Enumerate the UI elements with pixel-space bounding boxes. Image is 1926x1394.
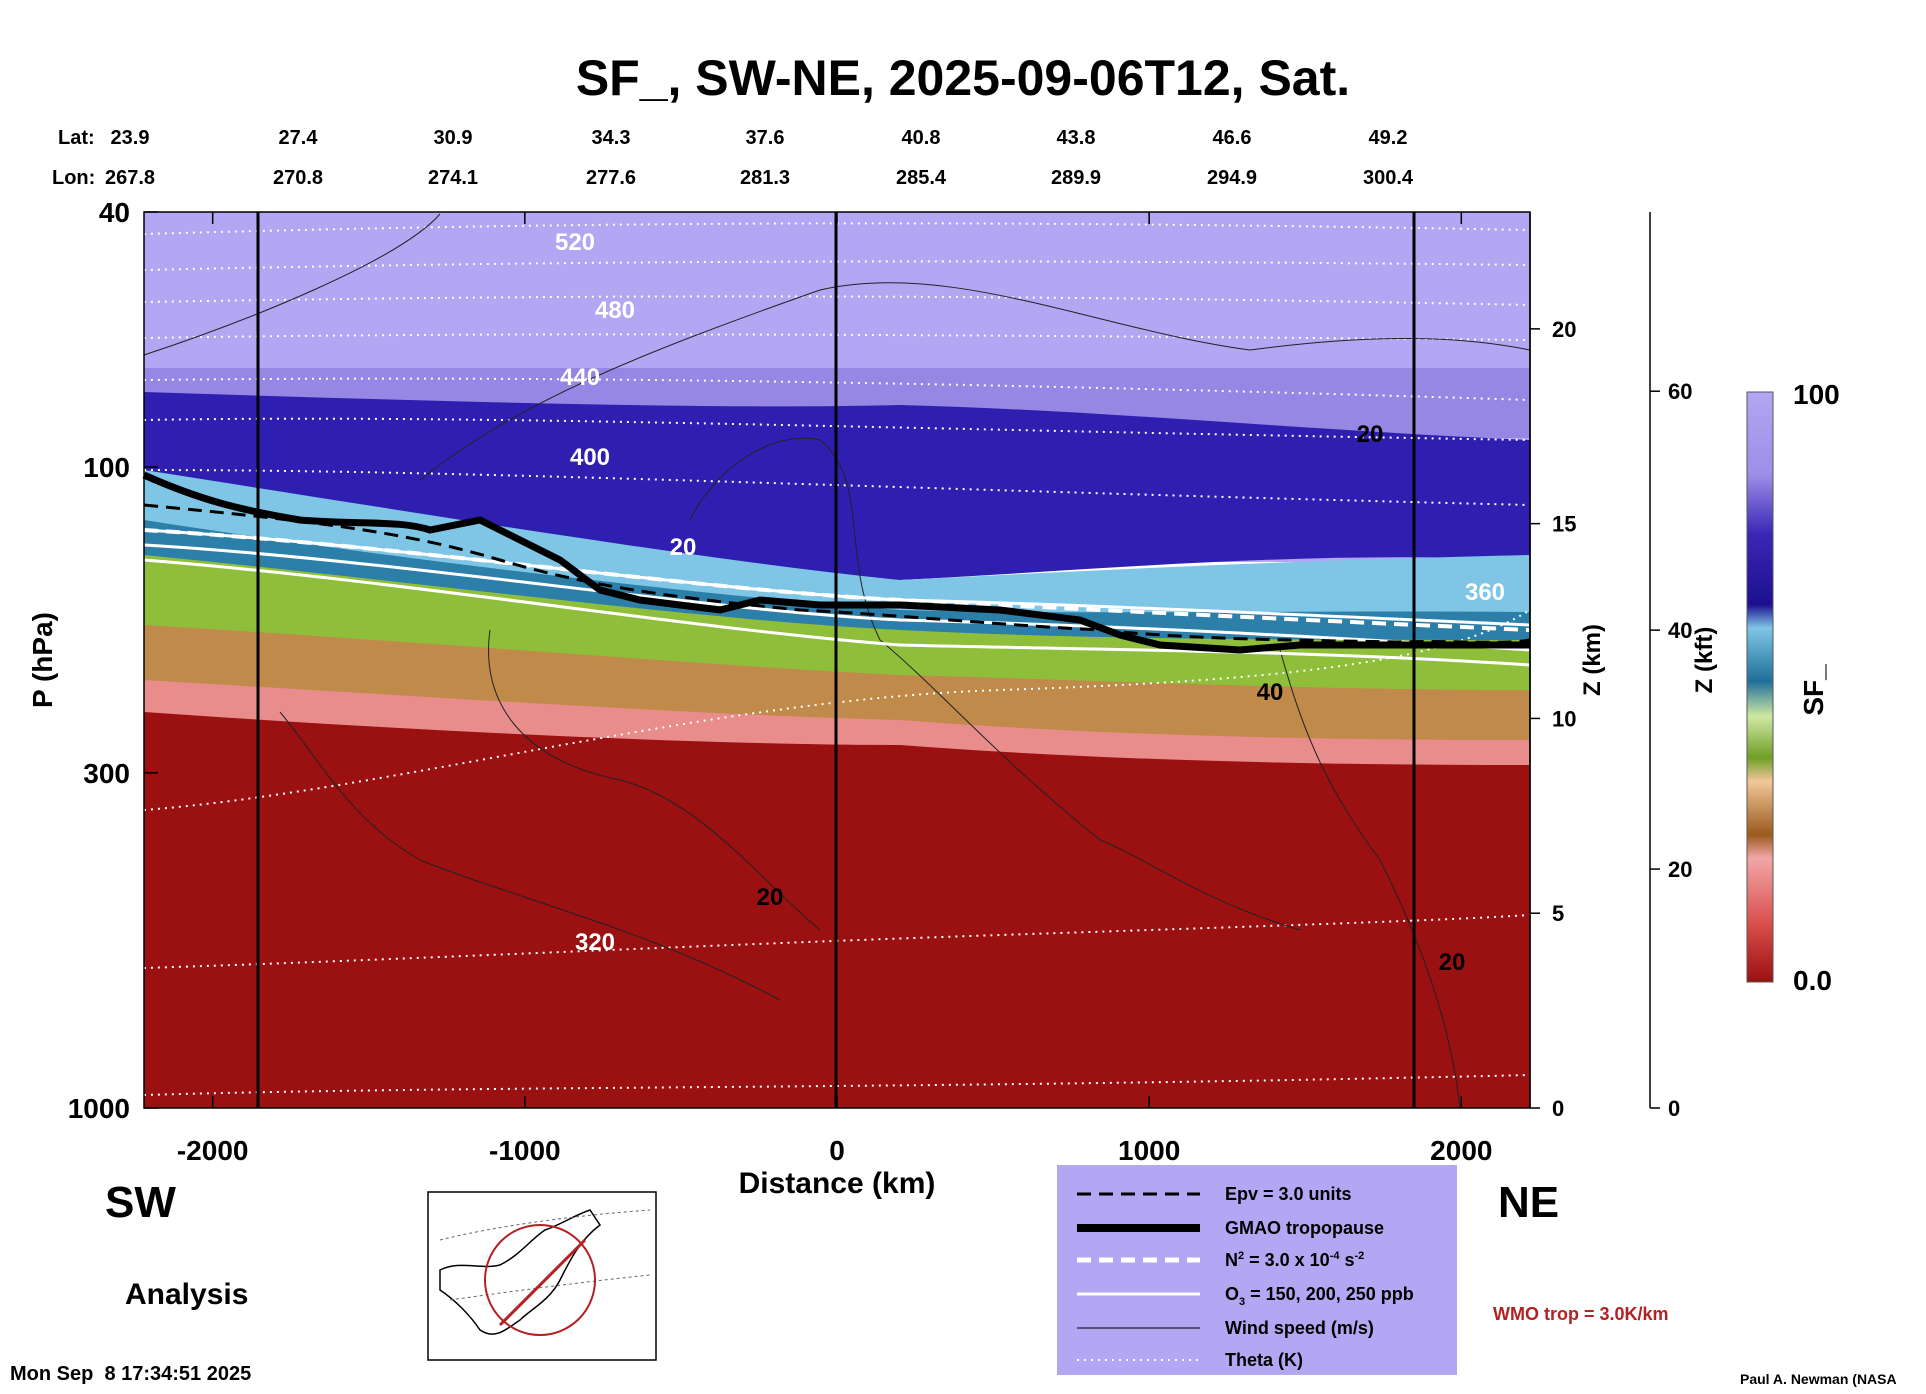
lat-value: 23.9 [111, 127, 150, 149]
legend: Epv = 3.0 units GMAO tropopause N2 = 3.0… [1057, 1165, 1457, 1375]
legend-label-theta: Theta (K) [1225, 1350, 1303, 1370]
lon-value: 274.1 [428, 167, 478, 189]
vertical-reference-lines [256, 212, 1416, 1108]
lon-value: 289.9 [1051, 167, 1101, 189]
theta-label-520: 520 [555, 229, 595, 256]
theta-label-320: 320 [575, 929, 615, 956]
lat-value: 43.8 [1057, 127, 1096, 149]
legend-label-wind: Wind speed (m/s) [1225, 1318, 1374, 1338]
z-km-title: Z (km) [1579, 624, 1606, 696]
wind-label-4: 20 [1439, 949, 1466, 976]
z-kft-tick-label: 20 [1668, 857, 1692, 882]
colorbar-min: 0.0 [1793, 965, 1832, 996]
z-kft-tick-label: 0 [1668, 1096, 1680, 1121]
credit: Paul A. Newman (NASA [1740, 1371, 1897, 1387]
lon-value: 277.6 [586, 167, 636, 189]
lat-value: 27.4 [279, 127, 319, 149]
theta-labels: 520 480 440 400 360 320 [555, 229, 1505, 956]
z-km-tick-label: 10 [1552, 706, 1576, 731]
x-tick-label: 1000 [1118, 1135, 1180, 1166]
inset-map-section-line [498, 1238, 587, 1327]
inset-map [427, 1191, 657, 1361]
wind-labels: 20 20 40 20 20 [670, 421, 1466, 976]
lat-value: 37.6 [746, 127, 785, 149]
lat-value: 49.2 [1369, 127, 1408, 149]
n2-contour [143, 528, 1531, 632]
z-km-tick-label: 0 [1552, 1096, 1564, 1121]
z-km-tick-label: 5 [1552, 901, 1564, 926]
timestamp: Mon Sep 8 17:34:51 2025 [10, 1363, 251, 1385]
lon-label: Lon: [52, 167, 95, 189]
region-sw: SW [105, 1178, 176, 1227]
lon-value: 294.9 [1207, 167, 1257, 189]
wind-label-2: 20 [757, 884, 784, 911]
y-axis-title: P (hPa) [27, 612, 58, 708]
z-km-tick-label: 20 [1552, 317, 1576, 342]
wmo-label: WMO trop = 3.0K/km [1493, 1304, 1669, 1324]
y-tick-label: 300 [83, 758, 130, 789]
chart-title: SF_, SW-NE, 2025-09-06T12, Sat. [576, 50, 1350, 106]
legend-label-epv: Epv = 3.0 units [1225, 1184, 1352, 1204]
legend-box [1057, 1165, 1457, 1375]
x-tick-label: 0 [829, 1135, 845, 1166]
theta-label-400: 400 [570, 444, 610, 471]
y-tick-label: 100 [83, 452, 130, 483]
lon-value: 281.3 [740, 167, 790, 189]
colorbar-title: SF_ [1798, 664, 1829, 716]
y-tick-label: 40 [99, 197, 130, 228]
z-kft-tick-label: 60 [1668, 379, 1692, 404]
x-axis-title: Distance (km) [739, 1167, 936, 1200]
lon-value: 285.4 [896, 167, 947, 189]
theta-contours [143, 222, 1531, 1096]
x-tick-label: -2000 [177, 1135, 249, 1166]
region-ne: NE [1498, 1178, 1559, 1227]
inset-map-gridline [439, 1209, 651, 1301]
lat-value: 40.8 [902, 127, 941, 149]
analysis-label: Analysis [125, 1278, 248, 1311]
x-tick-label: 2000 [1430, 1135, 1492, 1166]
theta-label-360: 360 [1465, 579, 1505, 606]
colorbar-gradient [1746, 391, 1774, 983]
lon-value: 267.8 [105, 167, 155, 189]
legend-label-n2: N2 = 3.0 x 10-4 s-2 [1225, 1250, 1364, 1270]
axes: -2000 -1000 0 1000 2000 40 100 300 1000 0 5 10 15 20 0… [68, 197, 1693, 1166]
x-tick-label: -1000 [489, 1135, 561, 1166]
lat-value: 46.6 [1213, 127, 1252, 149]
lon-value: 270.8 [273, 167, 323, 189]
lat-value: 30.9 [434, 127, 473, 149]
epv-contour [143, 503, 1531, 644]
z-kft-tick-label: 40 [1668, 618, 1692, 643]
lon-row: Lon: 267.8 270.8 274.1 277.6 281.3 285.4 289.9… [52, 167, 1414, 189]
y-tick-label: 1000 [68, 1093, 130, 1124]
inset-map-range-circle [484, 1224, 596, 1336]
lon-value: 300.4 [1363, 167, 1414, 189]
plot-area: 520 480 440 400 360 320 20 20 40 20 20 [142, 211, 1531, 1109]
theta-label-440: 440 [560, 364, 600, 391]
colorbar: 100 0.0 SF_ [1746, 379, 1840, 996]
lat-value: 34.3 [592, 127, 631, 149]
legend-label-gmao: GMAO tropopause [1225, 1218, 1384, 1238]
wind-label-3: 40 [1257, 679, 1284, 706]
z-kft-title: Z (kft) [1691, 627, 1718, 694]
z-km-tick-label: 15 [1552, 512, 1576, 537]
inset-map-frame [427, 1191, 657, 1361]
lat-label: Lat: [58, 127, 95, 149]
wind-label-1: 20 [1357, 421, 1384, 448]
gmao-tropopause [142, 471, 1530, 654]
lat-row: Lat: 23.9 27.4 30.9 34.3 37.6 40.8 43.8 46.6 49.… [58, 127, 1407, 149]
legend-label-o3: O3 = 150, 200, 250 ppb [1225, 1284, 1414, 1308]
theta-label-480: 480 [595, 297, 635, 324]
wind-label-5: 20 [670, 534, 697, 561]
colorbar-max: 100 [1793, 379, 1840, 410]
